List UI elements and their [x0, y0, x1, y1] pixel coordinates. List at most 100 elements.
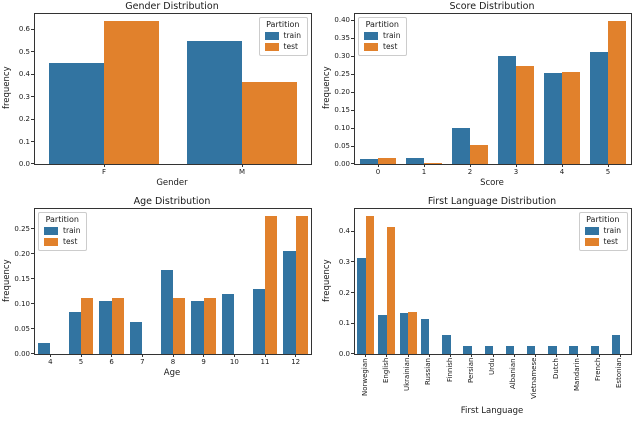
bar-train-Urdu [484, 346, 493, 354]
legend-swatch-test [364, 42, 378, 51]
bar-test-5 [81, 297, 94, 354]
legend-item-test: test [44, 237, 80, 246]
x-tick-mark [515, 164, 517, 167]
bar-train-Russian [420, 318, 430, 354]
bar-test-Norwegian [365, 215, 375, 354]
legend-label-train: train [383, 31, 401, 40]
y-tick-mark [31, 28, 34, 30]
y-axis-label: frequency [322, 66, 332, 110]
legend-item-test: test [584, 237, 621, 246]
plot-area: 0.00 0.05 0.10 0.15 0.20 0.25 4 5 6 7 8 9 10 11 12 Part… [14, 208, 312, 366]
bar-train-10 [222, 294, 235, 354]
y-tick-mark [351, 73, 354, 75]
y-tick-label: 0.2 [338, 288, 350, 297]
x-tick-label: 3 [513, 168, 519, 176]
score-distribution-chart: Score Distribution frequency 0.00 0.05 0.1… [320, 0, 640, 195]
legend-label-test: test [603, 237, 618, 246]
y-tick-mark [351, 55, 354, 57]
plot-area: 0.0 0.1 0.2 0.3 0.4 Norwegian English Ukrainian… [339, 208, 632, 399]
legend-swatch-train [584, 226, 599, 235]
x-tick-mark [111, 354, 113, 357]
y-tick-label: 0.40 [334, 16, 350, 25]
legend-item-test: test [264, 42, 301, 51]
x-tick-label: F [101, 168, 107, 176]
bar-test-3 [516, 66, 535, 164]
bar-test-5 [608, 21, 627, 164]
legend-item-train: train [44, 226, 80, 235]
y-tick-label: 0.1 [18, 137, 30, 146]
x-tick-label: French [594, 358, 603, 382]
y-tick-label: 0.15 [14, 274, 30, 283]
x-tick-label: 5 [605, 168, 611, 176]
x-tick-label: Finnish [445, 358, 454, 383]
x-tick-mark [407, 354, 409, 357]
bar-test-4 [562, 71, 581, 164]
x-tick-label: Albanian [509, 358, 518, 389]
x-tick-mark [469, 164, 471, 167]
x-tick-label: 4 [559, 168, 565, 176]
x-tick-mark [365, 354, 367, 357]
x-tick-label: 5 [78, 358, 84, 366]
bar-test-English [386, 227, 396, 354]
y-tick-label: 0.25 [14, 224, 30, 233]
x-tick-label: 8 [170, 358, 176, 366]
y-tick-label: 0.00 [14, 350, 30, 358]
legend-swatch-test [44, 237, 58, 246]
y-tick-mark [31, 353, 34, 354]
legend-item-train: train [264, 31, 301, 40]
x-tick-label: 0 [375, 168, 381, 176]
bar-train-5 [68, 311, 81, 354]
x-axis-label: Score [480, 178, 504, 188]
legend-swatch-train [364, 31, 378, 40]
bar-test-11 [265, 216, 278, 354]
y-tick-mark [351, 145, 354, 147]
y-tick-label: 0.10 [334, 124, 350, 133]
y-tick-mark [351, 91, 354, 93]
y-tick-mark [351, 163, 354, 164]
x-tick-mark [203, 354, 205, 357]
bar-train-0 [359, 159, 378, 164]
bar-train-F [48, 62, 104, 164]
y-tick-label: 0.30 [334, 52, 350, 61]
bar-train-4 [38, 343, 51, 354]
chart-title: First Language Distribution [427, 196, 557, 207]
x-tick-label: 1 [421, 168, 427, 176]
y-axis-label: frequency [2, 259, 12, 302]
x-tick-label: Estonian [615, 358, 624, 389]
x-tick-label: Vietnamese [530, 358, 539, 400]
legend-label-test: test [63, 237, 78, 246]
y-tick-label: 0.35 [334, 34, 350, 43]
x-tick-mark [233, 354, 235, 357]
bar-train-Albanian [505, 346, 515, 354]
x-tick-mark [377, 164, 379, 167]
y-tick-mark [351, 19, 354, 21]
bar-train-Vietnamese [526, 346, 536, 354]
bar-train-7 [130, 322, 143, 354]
legend-swatch-train [44, 226, 58, 235]
age-distribution-chart: Age Distribution frequency 0.00 0.05 0.10 0… [0, 195, 320, 421]
y-tick-mark [31, 328, 34, 330]
bar-train-French [590, 346, 600, 354]
legend-item-test: test [364, 42, 400, 51]
x-tick-label: M [238, 168, 246, 176]
y-tick-mark [31, 253, 34, 255]
x-tick-label: 9 [201, 358, 206, 366]
y-tick-label: 0.10 [14, 299, 30, 308]
bar-test-F [104, 21, 160, 164]
x-tick-mark [561, 164, 563, 167]
y-tick-label: 0.05 [14, 324, 30, 333]
bar-test-6 [111, 297, 124, 354]
bar-train-Dutch [548, 346, 557, 354]
x-tick-label: Persian [466, 358, 475, 384]
x-tick-mark [607, 164, 609, 167]
x-tick-mark [49, 354, 51, 357]
x-tick-label: 10 [229, 358, 239, 366]
legend-title: Partition [365, 20, 399, 29]
y-tick-mark [31, 303, 34, 305]
y-tick-mark [351, 292, 354, 294]
legend-label-test: test [283, 42, 298, 51]
bar-train-Ukrainian [399, 312, 409, 354]
y-tick-mark [31, 228, 34, 230]
x-tick-mark [80, 354, 82, 357]
x-tick-mark [172, 354, 174, 357]
